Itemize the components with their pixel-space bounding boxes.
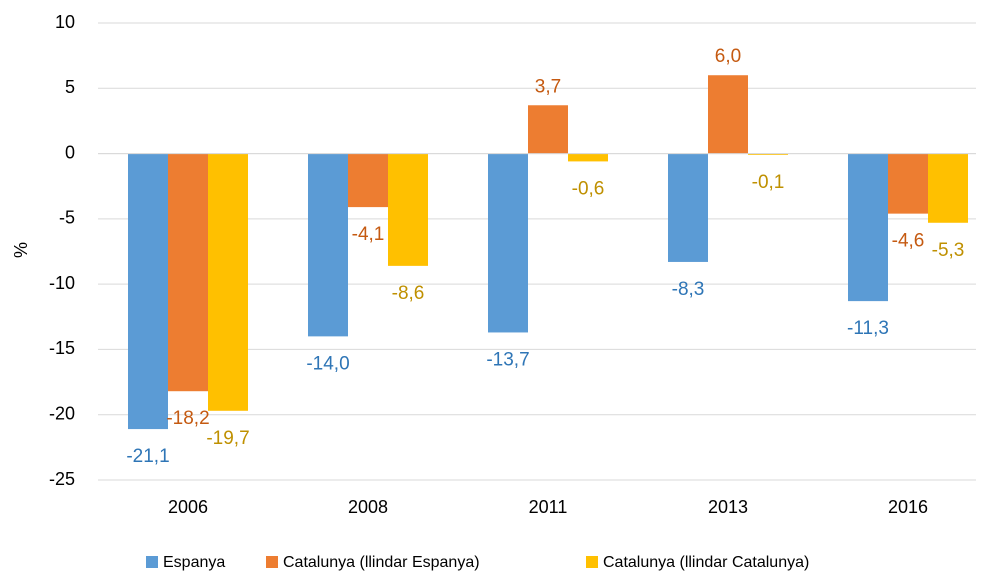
- bar: [488, 153, 528, 333]
- bar: [848, 153, 888, 302]
- bar: [528, 105, 568, 154]
- y-tick-label: -5: [59, 208, 75, 228]
- bar: [668, 153, 708, 262]
- y-tick-label: 10: [55, 12, 75, 32]
- y-tick-label: 0: [65, 142, 75, 162]
- bar: [208, 153, 248, 411]
- value-label: -18,2: [166, 408, 209, 429]
- bar: [308, 153, 348, 337]
- y-tick-label: 5: [65, 77, 75, 97]
- legend-label: Catalunya (llindar Catalunya): [603, 554, 809, 571]
- bar: [168, 153, 208, 392]
- y-tick-label: -20: [49, 403, 75, 423]
- y-tick-label: -25: [49, 469, 75, 489]
- value-label: -0,6: [572, 178, 605, 199]
- value-label: -8,6: [392, 283, 425, 304]
- y-tick-label: -10: [49, 273, 75, 293]
- bar: [128, 153, 168, 430]
- y-axis-label: %: [11, 242, 31, 258]
- value-label: -21,1: [126, 446, 169, 467]
- value-label: -0,1: [752, 172, 785, 193]
- legend-label: Espanya: [163, 554, 225, 571]
- value-label: -11,3: [847, 318, 889, 339]
- value-label: -19,7: [206, 428, 249, 449]
- value-label: -4,1: [352, 224, 385, 245]
- value-label: -4,6: [892, 231, 925, 252]
- bar: [708, 75, 748, 154]
- bar: [388, 153, 428, 266]
- value-label: -14,0: [306, 353, 349, 374]
- value-label: 3,7: [535, 76, 561, 97]
- x-tick-label: 2006: [168, 497, 208, 517]
- bar: [888, 153, 928, 214]
- y-tick-label: -15: [49, 338, 75, 358]
- legend-label: Catalunya (llindar Espanya): [283, 554, 480, 571]
- x-tick-label: 2016: [888, 497, 928, 517]
- bar: [348, 153, 388, 208]
- bar: [928, 153, 968, 223]
- bar: [568, 153, 608, 162]
- legend-swatch: [586, 556, 598, 568]
- x-tick-label: 2011: [529, 497, 568, 517]
- legend-swatch: [266, 556, 278, 568]
- value-label: -8,3: [672, 279, 705, 300]
- bar: [748, 153, 788, 155]
- x-tick-label: 2013: [708, 497, 748, 517]
- x-tick-label: 2008: [348, 497, 388, 517]
- legend-swatch: [146, 556, 158, 568]
- value-label: 6,0: [715, 46, 741, 67]
- value-label: -5,3: [932, 240, 965, 261]
- value-label: -13,7: [486, 349, 529, 370]
